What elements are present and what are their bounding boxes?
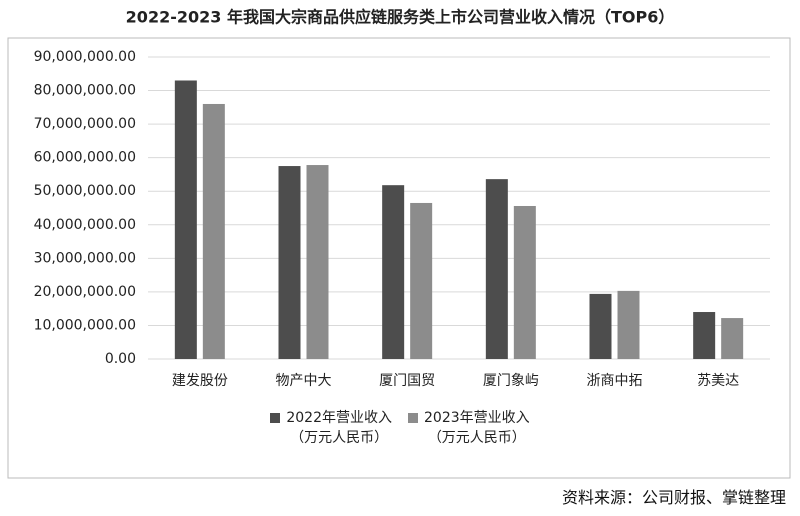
bar — [721, 318, 744, 359]
bar — [306, 165, 329, 359]
legend-swatch — [408, 413, 418, 423]
x-tick-label: 建发股份 — [172, 373, 228, 389]
legend-swatch — [270, 413, 281, 423]
bar — [617, 290, 640, 359]
x-tick-label: 厦门象屿 — [483, 373, 539, 389]
x-tick-label: 苏美达 — [697, 373, 739, 389]
chart-title: 2022-2023 年我国大宗商品供应链服务类上市公司营业收入情况（TOP6） — [126, 8, 675, 27]
legend-label: 2023年营业收入 （万元人民币） — [424, 410, 530, 446]
source-note: 资料来源：公司财报、掌链整理 — [561, 488, 786, 507]
bar — [174, 80, 197, 359]
bar — [410, 202, 433, 359]
y-tick-label: 50,000,000.00 — [34, 183, 136, 199]
y-tick-label: 60,000,000.00 — [34, 150, 136, 166]
y-tick-label: 10,000,000.00 — [34, 317, 136, 333]
legend-label: 2022年营业收入 （万元人民币） — [286, 410, 392, 446]
legend-item: 2023年营业收入 （万元人民币） — [408, 408, 530, 448]
y-tick-label: 80,000,000.00 — [34, 83, 136, 99]
legend-item: 2022年营业收入 （万元人民币） — [270, 408, 392, 448]
x-tick-label: 浙商中拓 — [587, 373, 643, 389]
bar — [589, 293, 612, 359]
bar — [202, 103, 225, 359]
y-tick-label: 40,000,000.00 — [34, 217, 136, 233]
legend: 2022年营业收入 （万元人民币） 2023年营业收入 （万元人民币） — [0, 408, 800, 448]
bar — [485, 179, 508, 359]
bar — [382, 185, 405, 359]
y-tick-label: 90,000,000.00 — [34, 49, 136, 65]
bar — [693, 312, 716, 359]
x-tick-label: 厦门国贸 — [379, 373, 435, 389]
bar — [278, 166, 301, 359]
x-tick-label: 物产中大 — [276, 373, 332, 389]
y-tick-label: 0.00 — [105, 351, 136, 367]
y-tick-label: 30,000,000.00 — [34, 250, 136, 266]
chart-border — [7, 37, 791, 479]
bar — [513, 205, 536, 359]
y-tick-label: 20,000,000.00 — [34, 284, 136, 300]
y-tick-label: 70,000,000.00 — [34, 116, 136, 132]
